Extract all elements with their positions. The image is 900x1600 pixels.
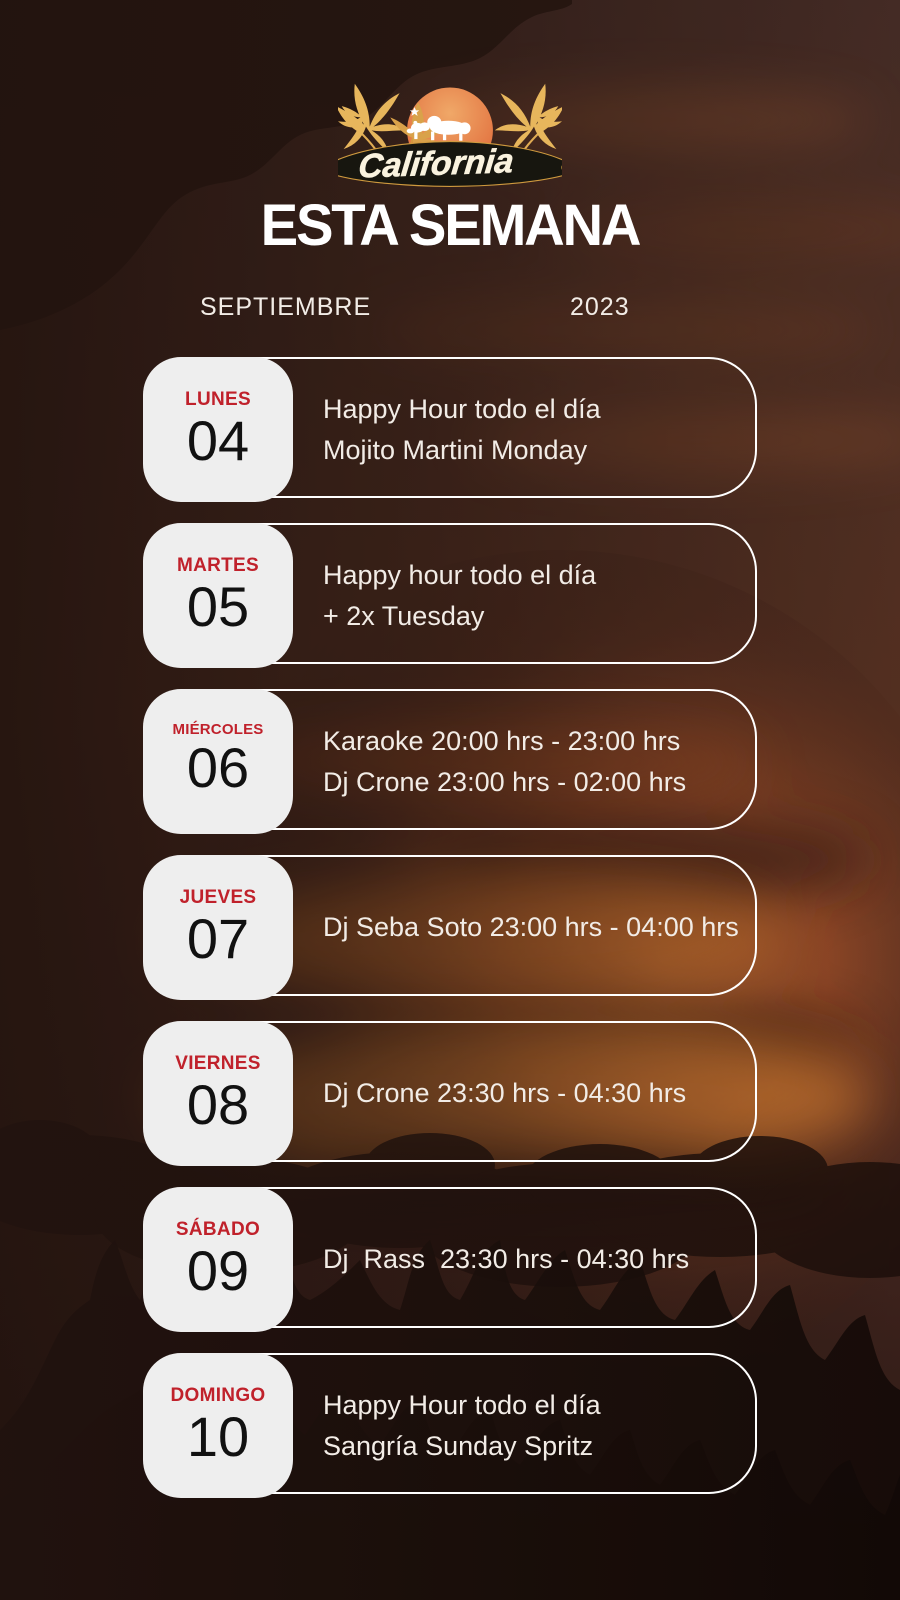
- svg-text:California: California: [357, 142, 516, 185]
